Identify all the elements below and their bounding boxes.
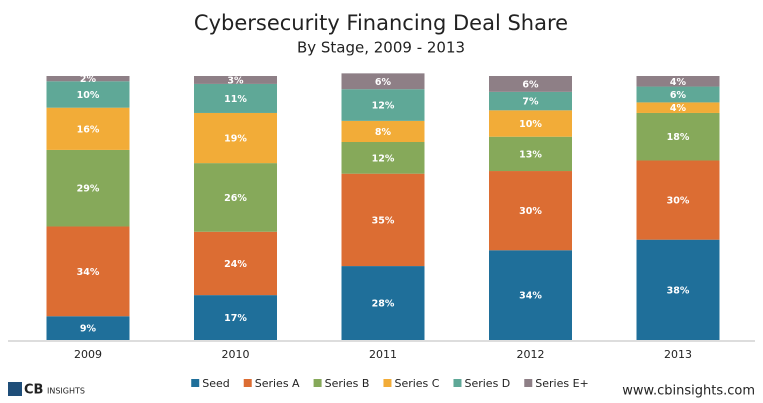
value-label: 30%	[519, 206, 542, 217]
legend-label: Series E+	[535, 377, 589, 390]
value-label: 30%	[667, 196, 690, 207]
value-label: 19%	[224, 134, 247, 145]
bar-segment	[489, 110, 572, 137]
value-label: 35%	[372, 215, 395, 226]
value-label: 38%	[667, 285, 690, 296]
bar-segment	[194, 83, 277, 113]
bar-segment	[46, 107, 130, 150]
bar-segment	[489, 171, 572, 251]
value-label: 28%	[372, 299, 395, 310]
value-label: 2%	[80, 74, 97, 85]
x-tick-label: 2011	[369, 348, 397, 361]
chart-subtitle: By Stage, 2009 - 2013	[297, 39, 465, 57]
value-label: 24%	[224, 259, 247, 270]
bar-segment	[341, 173, 425, 267]
value-label: 10%	[77, 90, 100, 101]
bar-segment	[489, 250, 572, 340]
legend-swatch	[243, 379, 252, 387]
value-label: 18%	[667, 132, 690, 143]
value-label: 13%	[519, 149, 542, 160]
legend-label: Series C	[394, 377, 439, 390]
legend-swatch	[313, 379, 322, 387]
bar-segment	[46, 81, 130, 108]
legend-label: Series B	[325, 377, 370, 390]
bar-segment	[341, 89, 425, 121]
legend-label: Series A	[255, 377, 300, 390]
bar-segment	[194, 112, 277, 164]
value-label: 6%	[522, 79, 539, 90]
x-tick-label: 2010	[222, 348, 250, 361]
value-label: 11%	[224, 94, 247, 105]
legend: Seed Series A Series B Series C Series D Seri…	[191, 377, 589, 390]
bar-segment	[636, 239, 720, 340]
bar-segment	[341, 266, 425, 340]
legend-label: Series D	[464, 377, 510, 390]
bar-segment	[636, 102, 720, 113]
bar-segment	[194, 76, 277, 84]
value-label: 34%	[519, 291, 542, 302]
legend-swatch	[383, 379, 392, 387]
bar-segment	[46, 316, 130, 340]
legend-swatch	[524, 379, 533, 387]
x-tick-label: 2009	[74, 348, 102, 361]
chart-title: Cybersecurity Financing Deal Share	[194, 11, 568, 35]
bar-segment	[636, 112, 720, 161]
value-label: 9%	[80, 324, 97, 335]
legend-label: Seed	[202, 377, 230, 390]
x-tick-label: 2013	[664, 348, 692, 361]
value-label: 4%	[670, 103, 687, 114]
bar-segment	[636, 160, 720, 240]
bar-segment	[636, 76, 720, 87]
bar-segment	[194, 163, 277, 232]
bar-segment	[341, 73, 425, 90]
value-label: 12%	[372, 101, 395, 112]
logo-text: CB	[24, 383, 43, 398]
value-label: 16%	[77, 124, 100, 135]
legend-swatch	[453, 379, 462, 387]
bar-segment	[194, 295, 277, 340]
logo: CB INSIGHTS	[8, 382, 85, 398]
value-label: 3%	[227, 75, 244, 86]
bar-segment	[46, 226, 130, 317]
value-label: 8%	[375, 127, 392, 138]
value-label: 34%	[77, 267, 100, 278]
x-tick-label: 2012	[517, 348, 545, 361]
value-label: 4%	[670, 77, 687, 88]
bar-segment	[489, 136, 572, 172]
bar-segment	[489, 76, 572, 92]
value-label: 6%	[670, 90, 687, 101]
value-label: 7%	[522, 97, 539, 108]
bar-segment	[636, 86, 720, 103]
value-label: 26%	[224, 193, 247, 204]
logo-icon	[8, 382, 22, 396]
bar-segment	[341, 120, 425, 142]
value-label: 29%	[77, 184, 100, 195]
bar-segment	[489, 91, 572, 111]
logo-subtext: INSIGHTS	[47, 387, 85, 396]
legend-swatch	[191, 379, 200, 387]
value-label: 10%	[519, 119, 542, 130]
value-label: 17%	[224, 313, 247, 324]
value-label: 6%	[375, 77, 392, 88]
bar-segment	[46, 149, 130, 227]
bar-segment	[341, 142, 425, 174]
bar-segment	[46, 76, 130, 82]
value-label: 12%	[372, 153, 395, 164]
footer-url: www.cbinsights.com	[622, 384, 755, 399]
bar-segment	[194, 231, 277, 296]
